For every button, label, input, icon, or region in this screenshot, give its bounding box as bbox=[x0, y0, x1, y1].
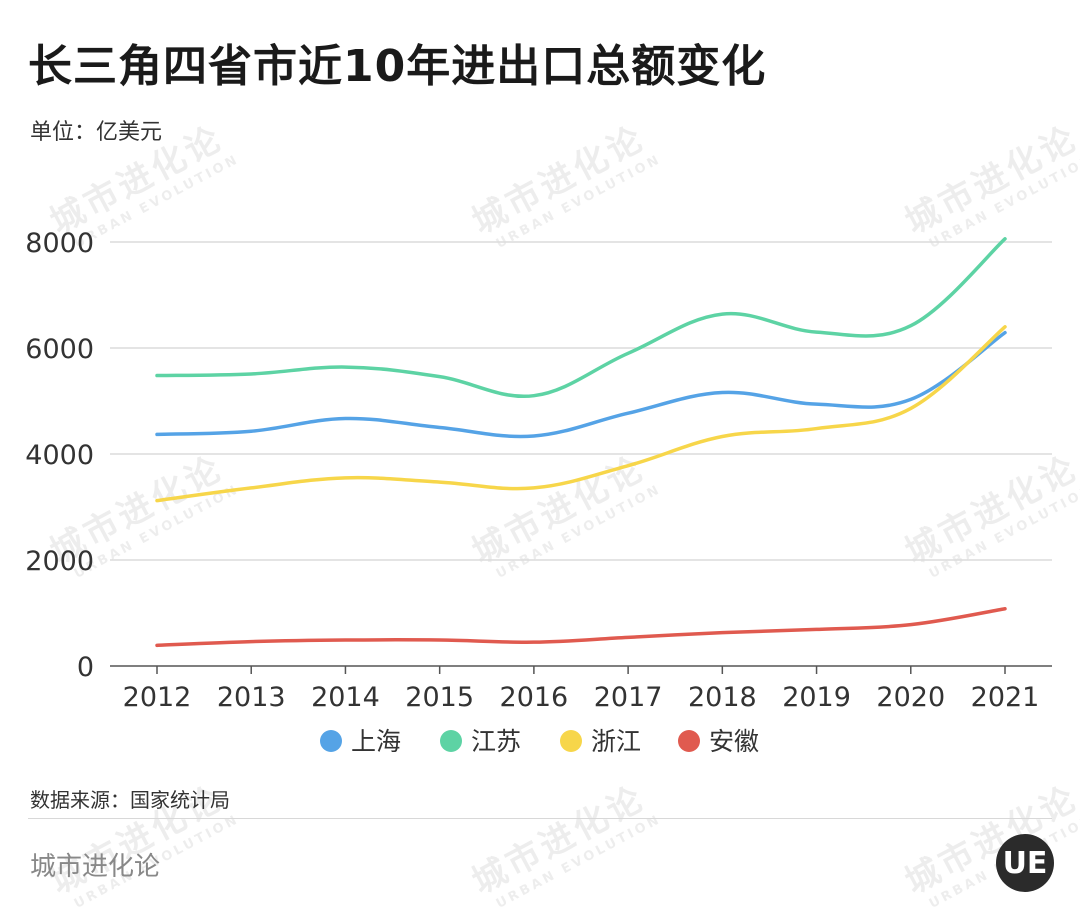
brand-logo-icon: UE bbox=[996, 834, 1054, 892]
y-tick-label: 8000 bbox=[25, 228, 94, 259]
series-line-安徽 bbox=[155, 607, 1007, 648]
y-tick-label: 6000 bbox=[25, 334, 94, 365]
legend-label-上海: 上海 bbox=[351, 727, 401, 756]
legend-marker-江苏 bbox=[440, 730, 462, 752]
y-axis-ticks: 0 2000 4000 6000 8000 bbox=[25, 228, 94, 683]
x-tick-label: 2020 bbox=[876, 682, 945, 713]
series-lines bbox=[155, 237, 1007, 648]
legend-label-浙江: 浙江 bbox=[591, 727, 641, 756]
x-tick-label: 2012 bbox=[123, 682, 192, 713]
x-tick-label: 2013 bbox=[217, 682, 286, 713]
legend: 上海 江苏 浙江 安徽 bbox=[320, 727, 759, 756]
x-tick-label: 2019 bbox=[782, 682, 851, 713]
x-tick-label: 2017 bbox=[594, 682, 663, 713]
x-tick-label: 2018 bbox=[688, 682, 757, 713]
x-tick-label: 2016 bbox=[500, 682, 569, 713]
y-tick-label: 2000 bbox=[25, 546, 94, 577]
y-tick-label: 4000 bbox=[25, 440, 94, 471]
series-line-江苏 bbox=[155, 237, 1007, 399]
legend-marker-安徽 bbox=[678, 730, 700, 752]
legend-label-安徽: 安徽 bbox=[709, 727, 759, 756]
y-tick-label: 0 bbox=[77, 652, 94, 683]
gridlines bbox=[110, 241, 1052, 667]
series-line-上海 bbox=[155, 330, 1007, 439]
unit-label: 单位：亿美元 bbox=[30, 120, 163, 145]
x-tick-label: 2021 bbox=[971, 682, 1040, 713]
chart-title: 长三角四省市近10年进出口总额变化 bbox=[28, 41, 767, 92]
series-line-浙江 bbox=[155, 325, 1007, 503]
data-source: 数据来源：国家统计局 bbox=[30, 788, 230, 812]
legend-marker-浙江 bbox=[560, 730, 582, 752]
legend-marker-上海 bbox=[320, 730, 342, 752]
x-tick-label: 2014 bbox=[311, 682, 380, 713]
x-axis-ticks: 2012 2013 2014 2015 2016 2017 2018 2019 2020 2021 bbox=[123, 666, 1040, 713]
footer-divider bbox=[28, 818, 1052, 819]
legend-label-江苏: 江苏 bbox=[471, 727, 521, 756]
x-tick-label: 2015 bbox=[405, 682, 474, 713]
footer-brand: 城市进化论 bbox=[30, 852, 161, 882]
